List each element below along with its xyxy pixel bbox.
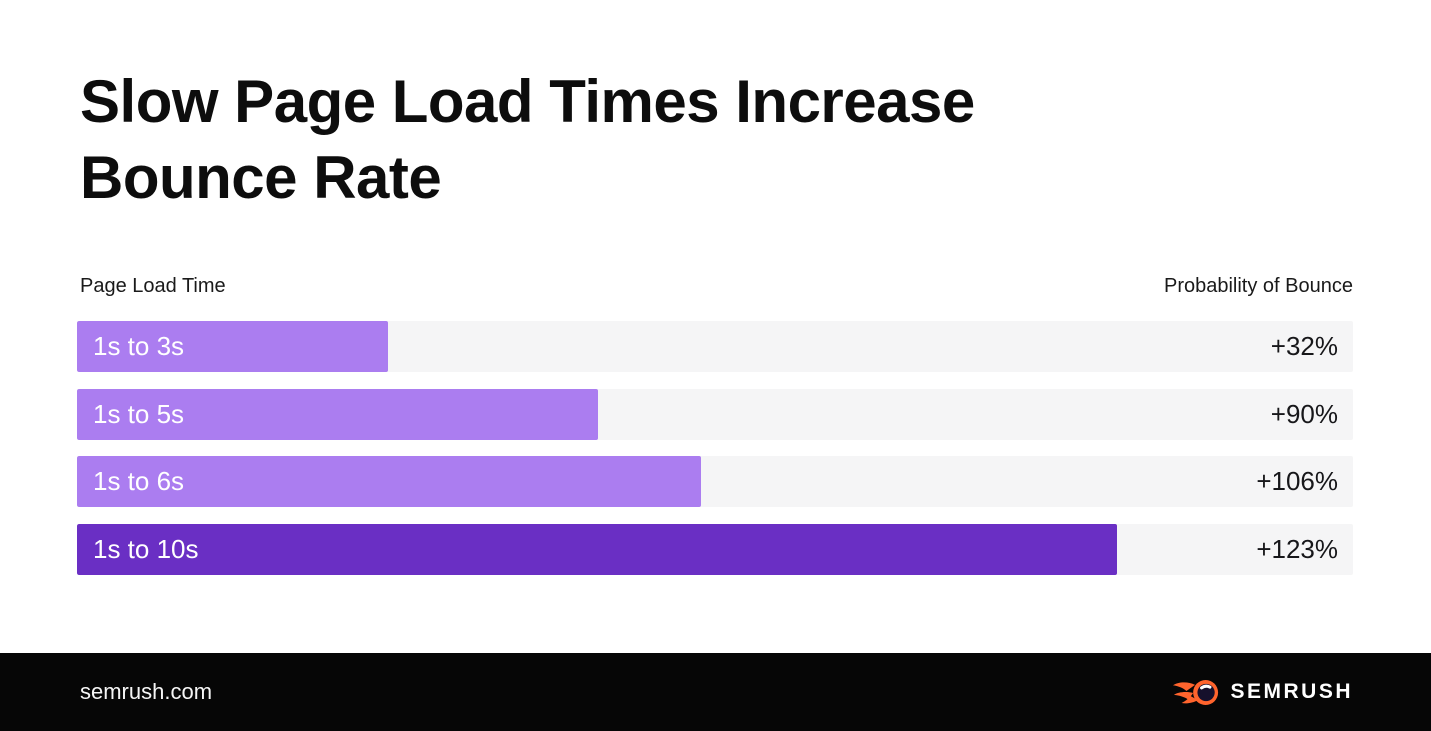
bar-row: 1s to 10s +123% <box>77 523 1353 575</box>
semrush-wordmark: SEMRUSH <box>1230 680 1353 703</box>
bar-fill: 1s to 3s <box>77 321 389 372</box>
bar-chart: 1s to 3s +32% 1s to 5s +90% 1s to 6s +10… <box>77 321 1353 591</box>
bar-row: 1s to 3s +32% <box>77 321 1353 372</box>
column-header-page-load-time: Page Load Time <box>80 275 226 297</box>
bar-value: +90% <box>1270 398 1338 429</box>
semrush-logo: SEMRUSH <box>1172 679 1353 706</box>
footer-bar: semrush.com SEMRUSH <box>0 653 1431 731</box>
bar-track: 1s to 3s +32% <box>77 321 1353 372</box>
semrush-flame-icon <box>1173 679 1219 705</box>
bar-value: +106% <box>1256 466 1338 496</box>
bar-track: 1s to 6s +106% <box>77 456 1353 507</box>
footer-website-text: semrush.com <box>80 679 213 704</box>
bar-row: 1s to 6s +106% <box>77 456 1353 507</box>
bar-track: 1s to 5s +90% <box>77 388 1353 440</box>
page-title: Slow Page Load Times Increase Bounce Rat… <box>80 64 975 216</box>
bar-row: 1s to 5s +90% <box>77 388 1353 440</box>
bar-track: 1s to 10s +123% <box>77 523 1353 575</box>
bar-label: 1s to 3s <box>93 331 185 361</box>
bar-fill: 1s to 10s <box>77 523 1117 575</box>
bar-fill: 1s to 5s <box>77 388 598 440</box>
bar-label: 1s to 10s <box>93 533 199 564</box>
bar-label: 1s to 5s <box>93 398 185 429</box>
page-title-line-1: Slow Page Load Times Increase <box>80 68 975 135</box>
bar-value: +123% <box>1256 533 1338 564</box>
column-header-probability-of-bounce: Probability of Bounce <box>1163 275 1353 297</box>
page-title-line-2: Bounce Rate <box>80 144 442 211</box>
bar-value: +32% <box>1270 331 1338 361</box>
bar-fill: 1s to 6s <box>77 456 701 507</box>
bar-label: 1s to 6s <box>93 466 185 496</box>
